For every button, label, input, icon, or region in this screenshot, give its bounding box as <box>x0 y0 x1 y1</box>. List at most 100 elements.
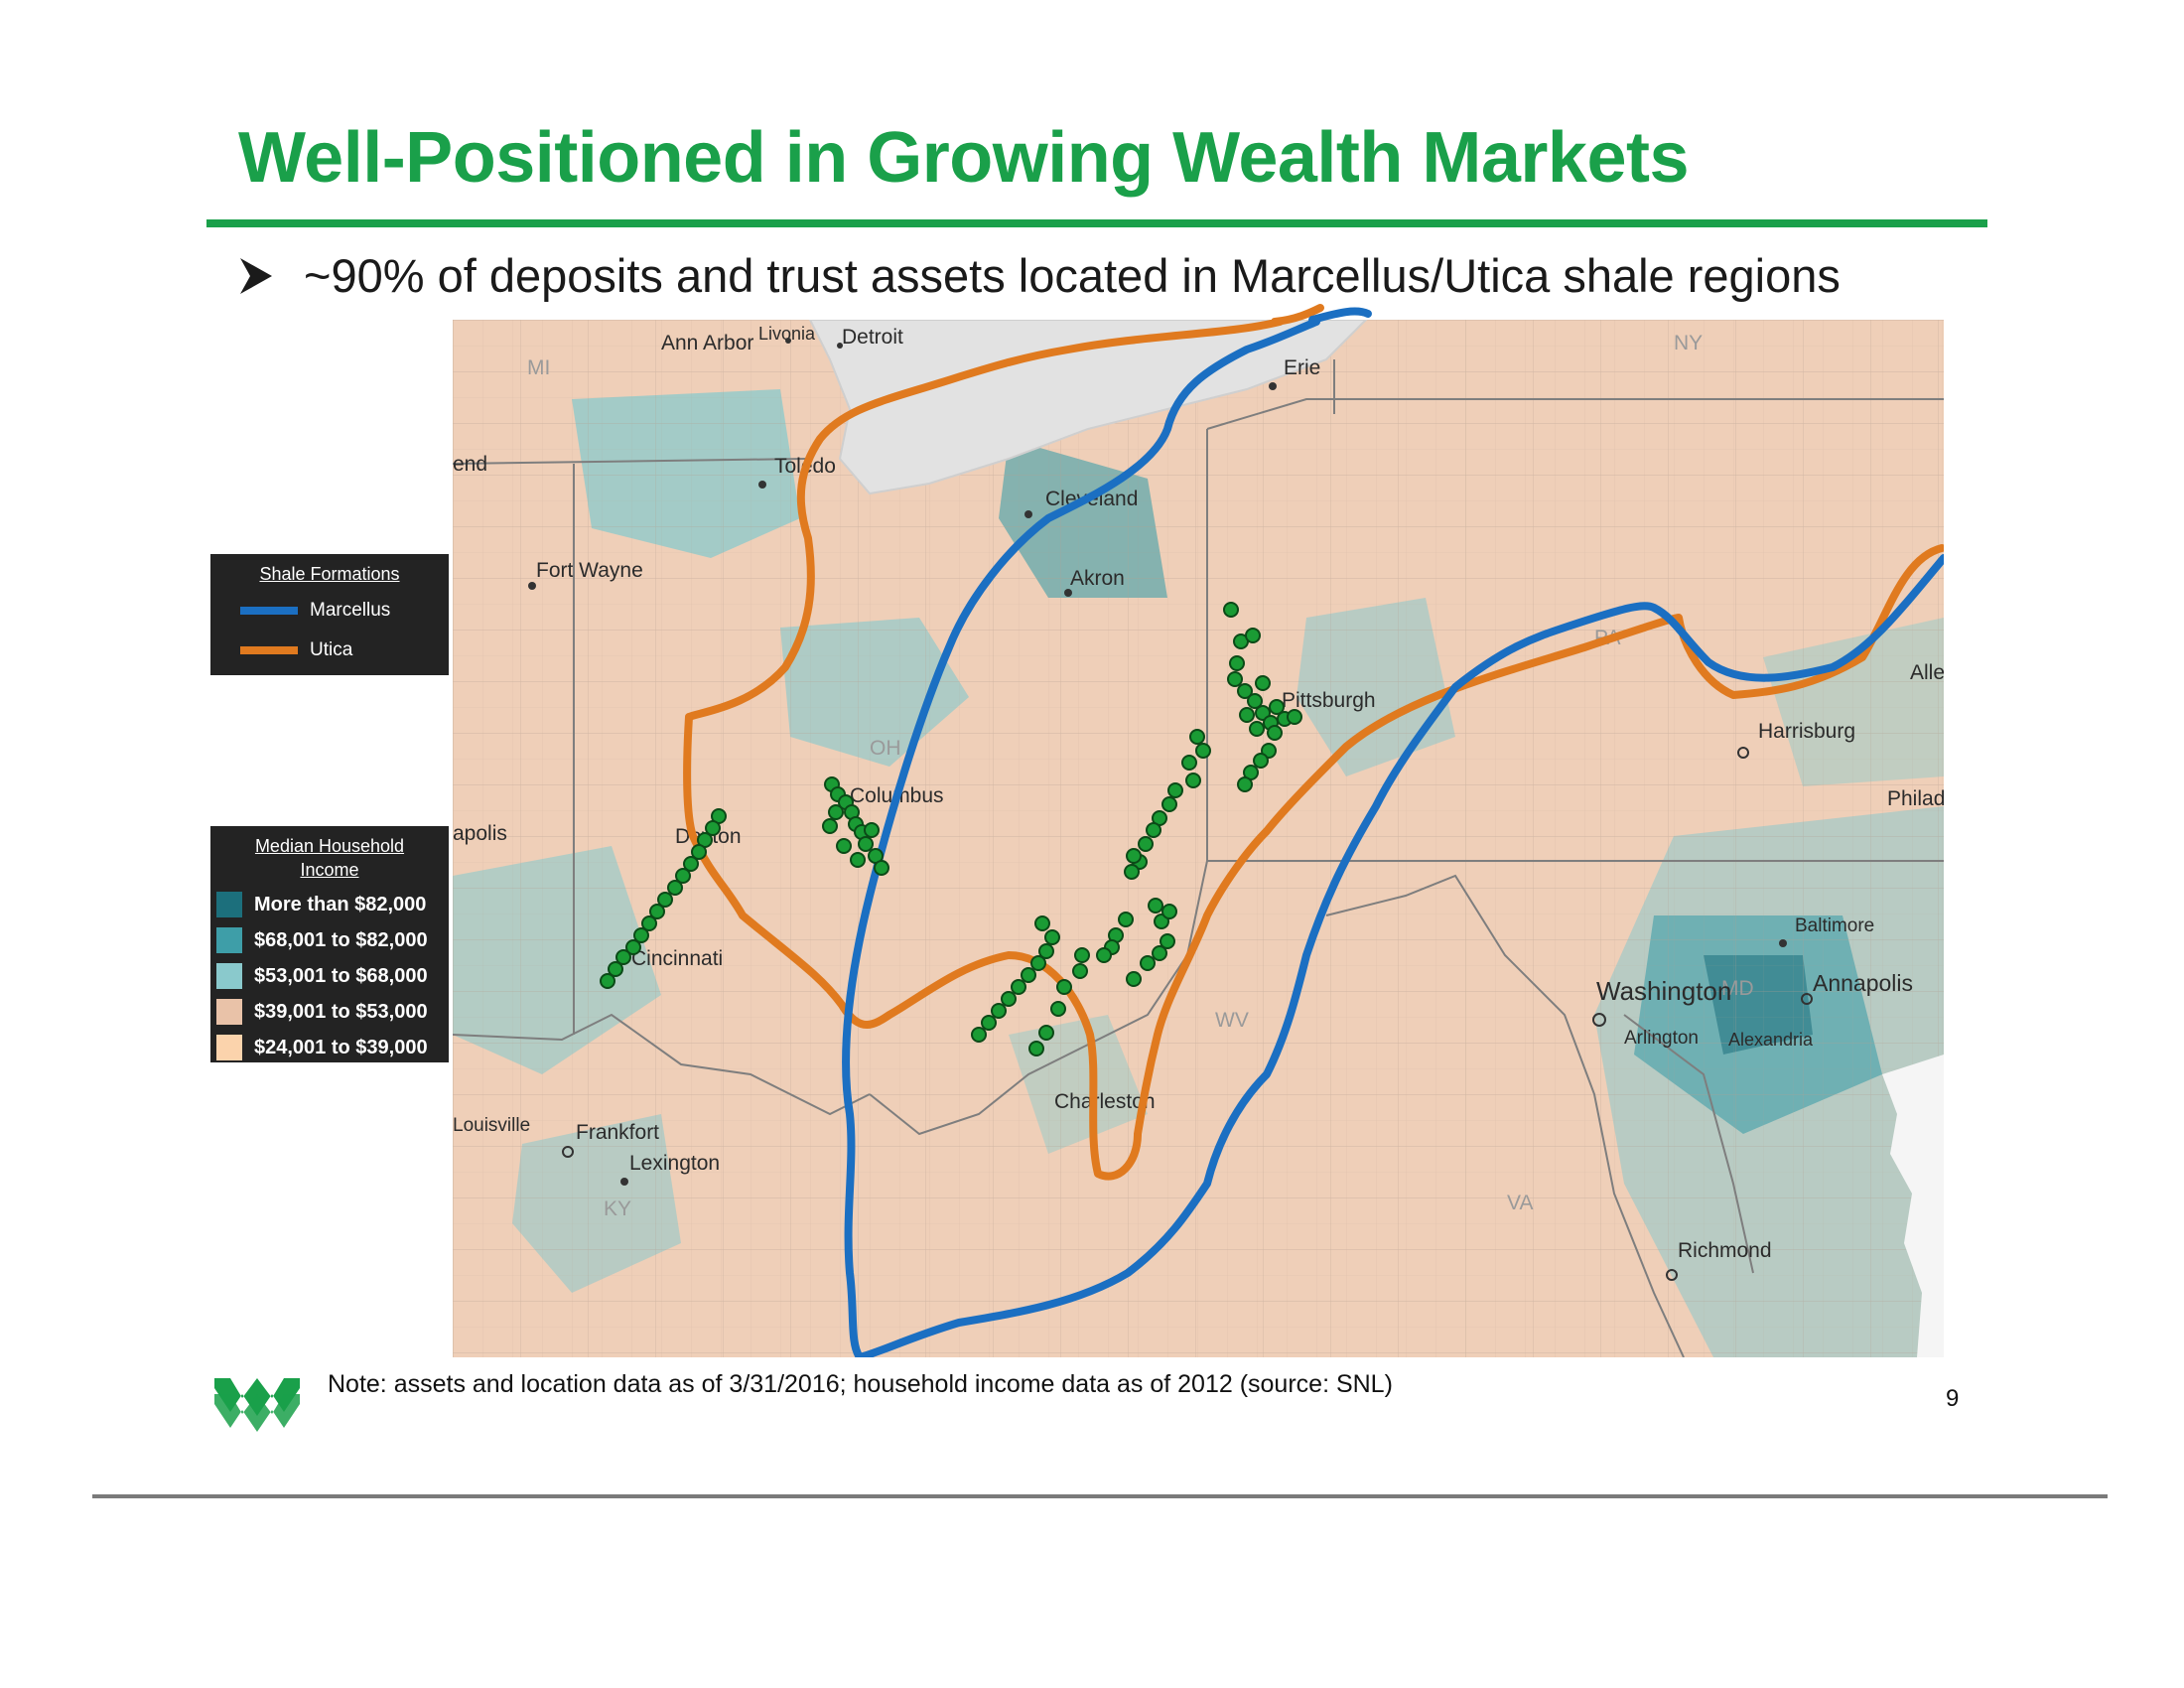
branch-marker <box>1072 963 1088 979</box>
legend-label: Utica <box>310 639 353 660</box>
state-label: OH <box>870 737 901 760</box>
branch-marker <box>1239 707 1255 723</box>
legend-swatch <box>216 963 242 989</box>
branch-marker <box>1038 1025 1054 1041</box>
branch-marker <box>1021 967 1036 983</box>
branch-marker <box>1074 947 1090 963</box>
branch-marker <box>874 860 889 876</box>
title-underline <box>206 219 1987 227</box>
branch-marker <box>1237 776 1253 792</box>
city-label: apolis <box>453 822 507 845</box>
branch-marker <box>1269 699 1285 715</box>
legend-item: $24,001 to $39,000 <box>210 1035 449 1060</box>
legend-swatch <box>240 607 298 615</box>
branch-marker <box>1161 904 1177 919</box>
city-markers <box>528 338 1813 1281</box>
branch-marker <box>691 844 707 860</box>
branch-marker <box>1138 836 1154 852</box>
legend-swatch <box>216 1035 242 1060</box>
legend-label: More than $82,000 <box>254 893 427 915</box>
branch-marker <box>1096 947 1112 963</box>
branch-marker <box>657 892 673 908</box>
branch-marker <box>1245 628 1261 643</box>
legend-item: $68,001 to $82,000 <box>210 927 449 953</box>
bullet-text: ~90% of deposits and trust assets locate… <box>304 249 1841 302</box>
city-label: Ann Arbor <box>661 332 753 354</box>
branch-marker <box>1247 693 1263 709</box>
city-label: Washington <box>1596 976 1731 1006</box>
branch-marker <box>1267 725 1283 741</box>
branch-marker <box>1253 753 1269 769</box>
legend-heading: Median Household <box>254 836 405 856</box>
branch-marker <box>828 804 844 820</box>
state-label: KY <box>604 1197 631 1220</box>
branch-marker <box>600 973 615 989</box>
branch-marker <box>675 868 691 884</box>
city-label: Louisville <box>453 1115 530 1136</box>
branch-locations <box>600 602 1302 1056</box>
branch-marker <box>1167 782 1183 798</box>
city-label: Harrisburg <box>1758 720 1855 743</box>
legend-item: $53,001 to $68,000 <box>210 963 449 989</box>
legend-label: $24,001 to $39,000 <box>254 1036 428 1058</box>
branch-marker <box>625 939 641 955</box>
branch-marker <box>1001 991 1017 1007</box>
branch-marker <box>1011 979 1026 995</box>
legend-label: $68,001 to $82,000 <box>254 928 428 951</box>
city-label: Alexandria <box>1728 1030 1814 1050</box>
branch-marker <box>1148 898 1163 914</box>
legend-item-marcellus: Marcellus <box>210 600 449 622</box>
city-label: Detroit <box>842 326 903 349</box>
branch-marker <box>1050 1001 1066 1017</box>
branch-marker <box>1152 945 1167 961</box>
state-label: NY <box>1674 332 1703 354</box>
chesapeake-bay <box>1882 1055 1944 1357</box>
city-label: Arlington <box>1624 1028 1699 1049</box>
city-label: Charleston <box>1054 1090 1156 1113</box>
branch-marker <box>1189 729 1205 745</box>
branch-marker <box>1185 773 1201 788</box>
legend-label: $39,001 to $53,000 <box>254 1000 428 1023</box>
branch-marker <box>1181 755 1197 771</box>
branch-marker <box>991 1003 1007 1019</box>
city-label: Philad <box>1887 787 1944 810</box>
legend-swatch <box>216 927 242 953</box>
city-label: Livonia <box>758 324 816 344</box>
branch-marker <box>683 856 699 872</box>
income-map: MI OH PA NY WV MD VA KY Livonia Ann Arbo… <box>453 320 1944 1357</box>
city-label: end <box>453 453 487 476</box>
branch-marker <box>822 818 838 834</box>
legend-heading: Shale Formations <box>259 564 400 584</box>
branch-marker <box>1028 1041 1044 1056</box>
state-label: WV <box>1215 1009 1249 1032</box>
branch-marker <box>1223 602 1239 618</box>
state-label: VA <box>1507 1192 1533 1214</box>
branch-marker <box>981 1015 997 1031</box>
city-label: Pittsburgh <box>1282 689 1376 712</box>
branch-marker <box>705 820 721 836</box>
branch-marker <box>1126 848 1142 864</box>
branch-marker <box>836 838 852 854</box>
footnote: Note: assets and location data as of 3/3… <box>328 1370 1393 1398</box>
arrowhead-bullet-icon <box>240 257 272 294</box>
branch-marker <box>1124 864 1140 880</box>
city-label: Akron <box>1070 567 1125 590</box>
legend-swatch <box>216 999 242 1025</box>
legend-swatch <box>216 892 242 917</box>
branch-marker <box>971 1027 987 1043</box>
branch-marker <box>1255 675 1271 691</box>
branch-marker <box>615 949 631 965</box>
legend-label: Marcellus <box>310 600 391 621</box>
city-label: Frankfort <box>576 1121 659 1144</box>
branch-marker <box>1160 933 1175 949</box>
city-label: Richmond <box>1678 1239 1772 1262</box>
legend-heading: Income <box>300 860 359 880</box>
branch-marker <box>1034 915 1050 931</box>
legend-item-utica: Utica <box>210 639 449 661</box>
city-label: Fort Wayne <box>536 559 643 582</box>
legend-swatch <box>240 646 298 654</box>
state-label: MD <box>1721 977 1754 1000</box>
state-borders <box>453 359 1944 1357</box>
branch-marker <box>1195 743 1211 759</box>
state-label: MI <box>527 356 550 379</box>
